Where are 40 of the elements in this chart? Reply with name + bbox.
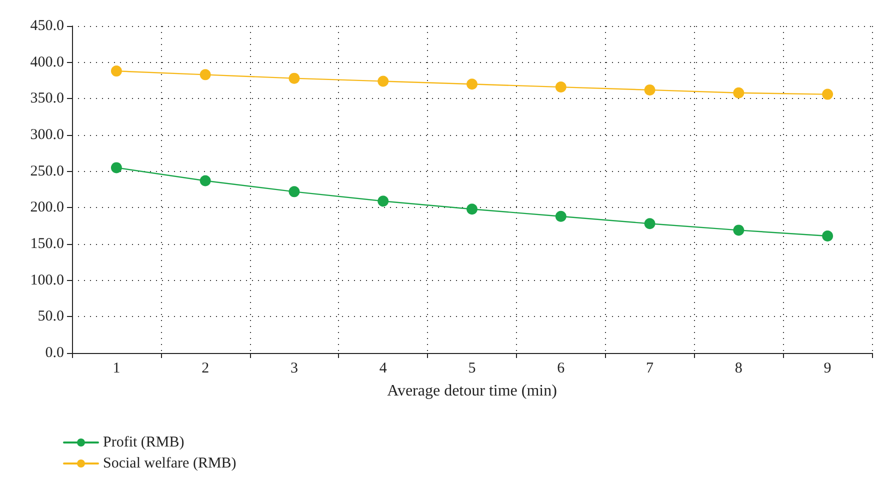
point (644, 218, 656, 230)
x-tick-label: 9 (824, 360, 832, 376)
legend-label: Social welfare (RMB) (103, 456, 236, 472)
point (110, 66, 122, 77)
point (378, 196, 389, 207)
point (466, 78, 478, 90)
point (200, 175, 211, 186)
y-tick-label: 200.0 (30, 200, 64, 216)
x-axis-title: Average detour time (min) (387, 382, 557, 400)
y-tick-label: 400.0 (30, 54, 64, 70)
point (555, 210, 566, 222)
point (288, 72, 300, 84)
x-tick-label: 3 (290, 360, 298, 376)
point (733, 224, 744, 236)
y-tick-label: 250.0 (30, 163, 64, 180)
x-tick-label: 8 (734, 360, 742, 376)
point (822, 88, 834, 100)
point (555, 82, 566, 93)
x-tick-label: 4 (379, 360, 388, 376)
point (822, 230, 834, 242)
y-tick-label: 450.0 (30, 18, 64, 34)
y-tick-label: 50.0 (38, 308, 64, 325)
x-tick-label: 6 (557, 360, 566, 376)
y-tick-label: 300.0 (30, 127, 64, 143)
point (644, 84, 656, 96)
point (200, 69, 211, 80)
point (288, 186, 300, 198)
y-tick-label: 100.0 (30, 272, 64, 288)
y-tick-label: 350.0 (30, 90, 64, 107)
point (733, 87, 744, 98)
x-tick-label: 7 (646, 360, 654, 376)
point (378, 76, 389, 87)
point (466, 204, 478, 215)
x-tick-label: 5 (468, 360, 476, 376)
x-tick-label: 2 (202, 360, 210, 376)
point (110, 162, 122, 174)
legend-label: Profit (RMB) (103, 434, 184, 450)
y-tick-label: 150.0 (30, 236, 64, 252)
y-tick-label: 0.0 (45, 345, 64, 361)
x-tick-label: 1 (112, 360, 120, 376)
